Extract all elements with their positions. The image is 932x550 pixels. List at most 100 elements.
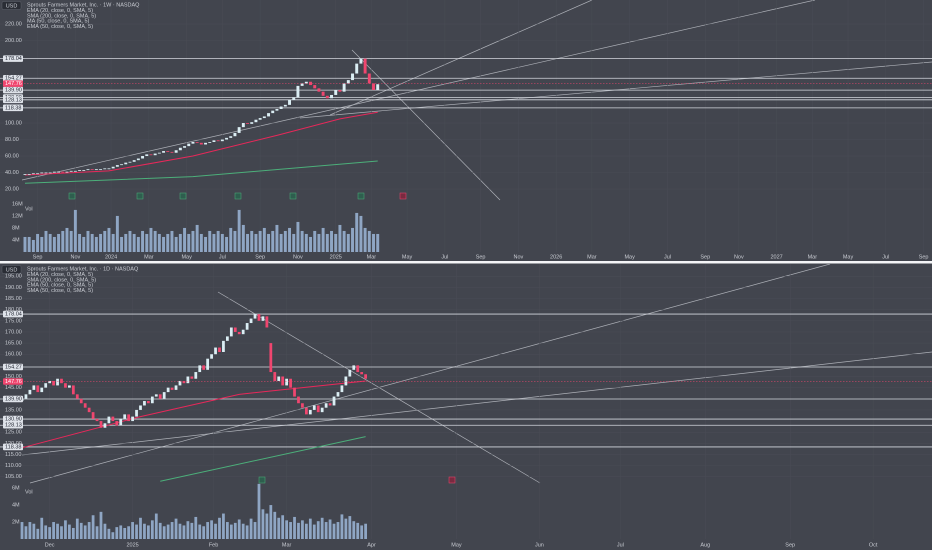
volume-bar xyxy=(281,515,285,539)
candle-body xyxy=(52,380,55,386)
candle-body xyxy=(249,318,253,324)
candle-body xyxy=(24,394,28,399)
x-tick-label: 2025 xyxy=(126,542,138,548)
volume-bar xyxy=(202,526,206,539)
volume-bar xyxy=(71,527,75,539)
x-tick-label: Sep xyxy=(476,254,486,260)
volume-bar xyxy=(20,522,24,539)
volume-bar xyxy=(120,236,124,252)
candle-body xyxy=(346,80,350,84)
volume-bar xyxy=(269,505,273,539)
volume-bar xyxy=(214,523,217,539)
x-tick-label: Dec xyxy=(45,542,55,548)
y-tick-label: 200.00 xyxy=(5,38,22,44)
candle-body xyxy=(216,140,220,142)
candle-body xyxy=(68,385,71,388)
event-markers xyxy=(68,192,456,484)
volume-bar xyxy=(229,227,233,252)
volume-bar xyxy=(32,523,36,539)
candle-body xyxy=(348,369,352,377)
volume-bar xyxy=(24,526,28,539)
volume-bar xyxy=(352,521,356,539)
candle-body xyxy=(269,343,273,373)
x-tick-label: Jun xyxy=(535,542,544,548)
weekly-panel xyxy=(0,0,932,252)
volume-bar xyxy=(40,236,44,252)
candle-body xyxy=(183,146,187,148)
level-label-box xyxy=(3,310,23,318)
volume-bar xyxy=(141,230,145,252)
candle-body xyxy=(69,170,73,172)
volume-bar xyxy=(194,516,198,539)
volume-bar xyxy=(115,215,119,252)
candle-body xyxy=(178,147,182,151)
candle-body xyxy=(128,161,132,163)
candle-body xyxy=(222,340,225,353)
level-label: 128.13 xyxy=(5,423,22,429)
candle-body xyxy=(143,401,146,406)
candle-body xyxy=(44,172,48,174)
volume-bar xyxy=(95,526,99,539)
candle-body xyxy=(241,329,245,335)
x-tick-label: May xyxy=(624,254,635,260)
volume-bar xyxy=(87,522,91,539)
candle-body xyxy=(225,137,229,140)
candle-body xyxy=(210,354,213,359)
candle-body xyxy=(304,407,308,415)
candle-body xyxy=(321,91,325,96)
candle-body xyxy=(279,106,283,109)
volume-bar xyxy=(94,236,98,252)
candle-body xyxy=(206,358,210,370)
level-label: 178.04 xyxy=(5,311,22,317)
moving-average xyxy=(160,436,366,482)
candle-body xyxy=(31,173,35,175)
candle-body xyxy=(75,394,79,399)
candle-body xyxy=(261,316,265,321)
candle-body xyxy=(332,396,336,406)
volume-bar xyxy=(261,509,265,539)
candle-body xyxy=(204,142,208,145)
volume-bar xyxy=(79,522,83,539)
candle-body xyxy=(194,372,198,379)
candle-body xyxy=(283,104,287,107)
candle-body xyxy=(351,73,354,81)
volume-bar xyxy=(355,212,359,252)
level-label-box xyxy=(3,363,23,371)
candle-body xyxy=(281,376,285,386)
volume-bar xyxy=(128,230,132,252)
volume-bar xyxy=(283,230,287,252)
volume-bar xyxy=(158,522,162,539)
volume-tick-label: 8M xyxy=(12,225,20,231)
candle-body xyxy=(342,83,346,92)
volume-bar xyxy=(265,513,269,539)
volume-bar xyxy=(31,239,35,252)
level-label-box xyxy=(3,74,23,82)
level-label-box xyxy=(3,96,23,104)
candle-body xyxy=(292,97,296,100)
x-tick-label: Mar xyxy=(144,254,154,260)
volume-bar xyxy=(90,233,94,252)
candle-body xyxy=(360,372,364,375)
candle-body xyxy=(149,154,153,156)
volume-bar xyxy=(198,524,202,539)
candle-body xyxy=(245,323,249,330)
volume-bar xyxy=(346,233,350,252)
volume-bar xyxy=(277,517,281,539)
candle-body xyxy=(320,407,324,413)
volume-bar xyxy=(321,227,325,252)
candle-body xyxy=(95,418,99,422)
x-tick-label: Sep xyxy=(700,254,710,260)
volume-bar xyxy=(178,523,182,539)
candle-body xyxy=(166,387,170,393)
volume-bar xyxy=(279,233,283,252)
y-tick-label: 105.00 xyxy=(5,474,22,480)
candle-body xyxy=(262,116,266,119)
y-tick-label: 195.00 xyxy=(5,274,22,280)
y-tick-label: 185.00 xyxy=(5,296,22,302)
level-label: 118.38 xyxy=(5,105,21,111)
volume-bar xyxy=(99,511,103,539)
y-tick-label: 110.00 xyxy=(5,463,21,469)
candle-body xyxy=(198,365,202,373)
